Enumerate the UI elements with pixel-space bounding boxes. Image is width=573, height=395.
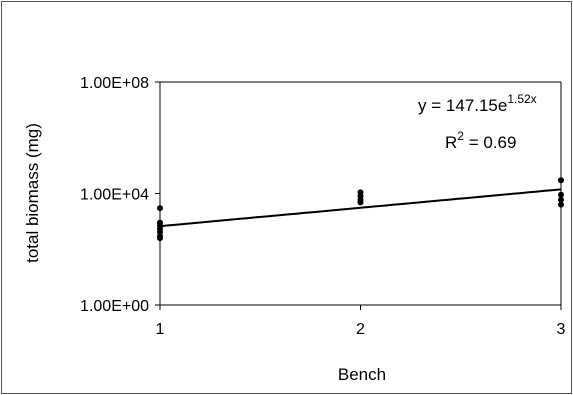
y-tick-label: 1.00E+04 <box>80 187 149 204</box>
equation-exponent: 1.52x <box>507 92 536 106</box>
x-tick-label: 3 <box>557 321 566 338</box>
r-squared-label: R2 = 0.69 <box>445 129 516 152</box>
data-point <box>357 199 364 206</box>
r2-exponent: 2 <box>457 129 464 143</box>
x-tick-label: 1 <box>156 321 165 338</box>
data-point <box>558 177 564 184</box>
y-tick-label: 1.00E+00 <box>80 298 149 315</box>
data-points <box>157 177 564 242</box>
trendline-equation: y = 147.15e1.52x <box>418 92 537 115</box>
equation-prefix: y = 147.15e <box>418 96 507 115</box>
data-point <box>558 191 564 198</box>
y-tick-label: 1.00E+08 <box>80 75 149 92</box>
x-axis-label: Bench <box>338 365 386 384</box>
data-point <box>157 235 163 242</box>
data-point <box>157 205 163 212</box>
ticks <box>155 81 562 310</box>
tick-labels: 1.00E+00 1.00E+04 1.00E+08 1 2 3 <box>80 75 566 338</box>
r2-value: = 0.69 <box>464 133 516 152</box>
r2-prefix: R <box>445 133 457 152</box>
data-point <box>558 196 564 203</box>
y-axis-label: total biomass (mg) <box>23 123 42 263</box>
trendline <box>159 188 562 228</box>
data-point <box>558 201 564 208</box>
x-tick-label: 2 <box>356 321 365 338</box>
